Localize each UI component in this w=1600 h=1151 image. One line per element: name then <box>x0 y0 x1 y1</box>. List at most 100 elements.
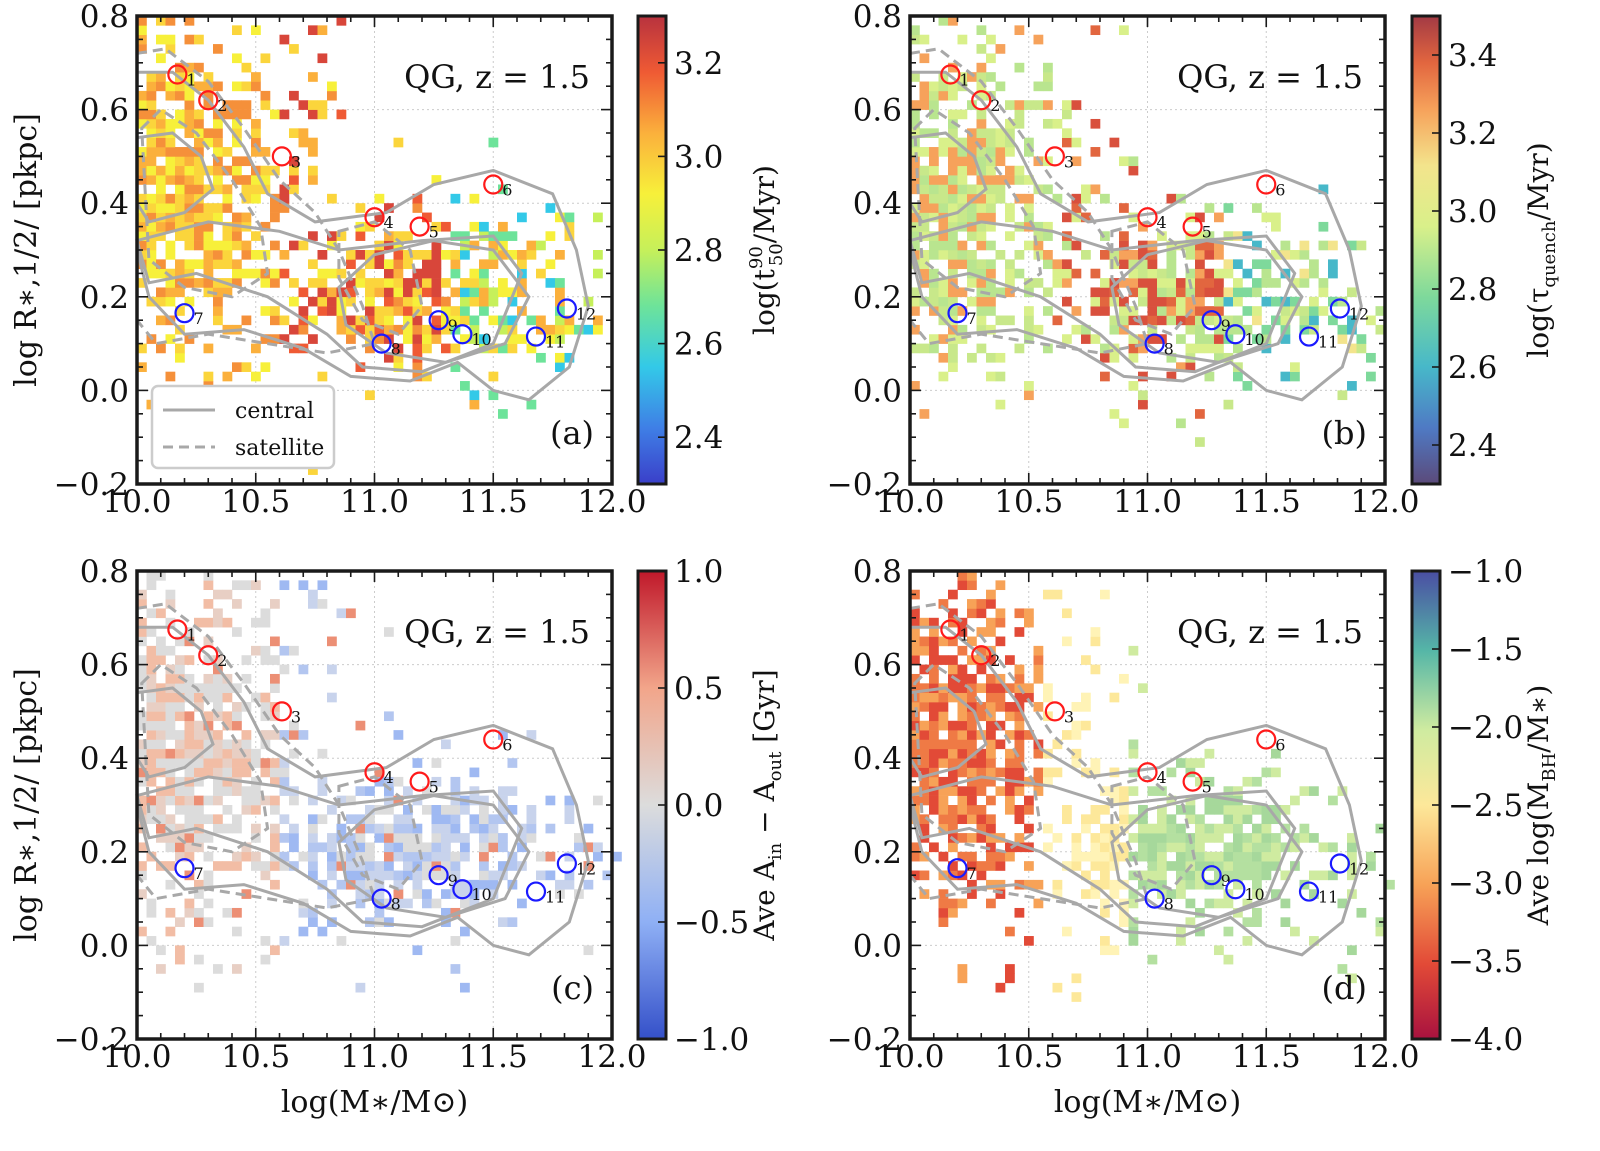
y-tick-label: 0.0 <box>80 928 129 964</box>
y-tick-label: 0.8 <box>80 554 129 590</box>
heatmap-bin <box>431 287 442 298</box>
heatmap-bin <box>1299 833 1310 843</box>
heatmap-bin <box>1185 250 1196 260</box>
heatmap-bin <box>910 287 920 298</box>
heatmap-bin <box>593 842 603 853</box>
heatmap-bin <box>995 81 1006 92</box>
heatmap-bin <box>967 730 977 740</box>
heatmap-bin <box>1195 287 1205 298</box>
heatmap-bin <box>327 193 337 204</box>
heatmap-bin <box>146 203 157 213</box>
heatmap-bin <box>327 636 337 647</box>
heatmap-bin <box>555 362 565 372</box>
heatmap-bin <box>422 786 432 796</box>
heatmap-bin <box>1309 870 1319 881</box>
heatmap-bin <box>1147 278 1158 288</box>
heatmap-bin <box>1119 823 1129 834</box>
heatmap-bin <box>1157 879 1167 890</box>
heatmap-bin <box>279 851 290 862</box>
heatmap-bin <box>431 175 442 185</box>
marker-7 <box>174 858 195 879</box>
heatmap-bin <box>270 879 280 890</box>
heatmap-bin <box>213 306 223 316</box>
heatmap-bin <box>355 861 366 871</box>
heatmap-bin <box>241 730 252 740</box>
heatmap-bin <box>1043 287 1053 298</box>
heatmap-bin <box>137 212 147 223</box>
heatmap-bin <box>1204 851 1215 862</box>
heatmap-bin <box>919 212 930 223</box>
heatmap-bin <box>948 62 958 73</box>
heatmap-bin <box>1176 870 1186 881</box>
heatmap-bin <box>184 795 195 806</box>
heatmap-bin <box>919 343 930 354</box>
heatmap-bin <box>986 193 996 204</box>
heatmap-bin <box>1223 842 1234 853</box>
heatmap-bin <box>526 315 537 326</box>
heatmap-bin <box>1223 823 1234 834</box>
heatmap-bin <box>327 90 337 101</box>
heatmap-bin <box>986 184 996 195</box>
heatmap-bin <box>213 44 223 54</box>
heatmap-bin <box>393 231 404 241</box>
heatmap-bin <box>260 692 271 703</box>
y-tick-label: 0.8 <box>853 0 902 35</box>
heatmap-bin <box>184 748 195 759</box>
heatmap-bin <box>156 711 166 722</box>
heatmap-bin <box>967 193 977 204</box>
heatmap-bin <box>1318 306 1329 316</box>
heatmap-bin <box>910 617 920 628</box>
heatmap-bin <box>241 100 252 110</box>
heatmap-bin <box>184 296 195 307</box>
heatmap-bin <box>194 156 204 167</box>
heatmap-bin <box>1223 296 1234 307</box>
heatmap-bin <box>431 833 442 843</box>
heatmap-bin <box>1166 250 1177 260</box>
heatmap-bin <box>308 599 318 609</box>
heatmap-bin <box>336 16 347 26</box>
heatmap-bin <box>384 268 394 279</box>
marker-label-10: 10 <box>1244 885 1264 904</box>
heatmap-bin <box>1005 758 1015 768</box>
heatmap-bin <box>203 231 214 241</box>
heatmap-bin <box>450 315 461 326</box>
heatmap-bin <box>488 833 499 843</box>
x-tick-label: 12.0 <box>1350 484 1419 520</box>
heatmap-bin <box>1090 287 1101 298</box>
heatmap-bin <box>948 16 958 26</box>
heatmap-bin <box>156 805 166 815</box>
heatmap-bin <box>165 240 176 251</box>
heatmap-bin <box>270 833 280 843</box>
heatmap-bin <box>967 776 977 787</box>
heatmap-bin <box>948 147 958 157</box>
contour-central-inner-2 <box>337 794 531 919</box>
heatmap-bin <box>251 175 261 185</box>
heatmap-bin <box>919 795 930 806</box>
heatmap-bin <box>1062 128 1072 138</box>
heatmap-bin <box>317 25 328 36</box>
heatmap-bin <box>431 805 442 815</box>
heatmap-bin <box>1090 758 1101 768</box>
heatmap-bin <box>365 259 375 270</box>
heatmap-bin <box>194 212 204 223</box>
heatmap-bin <box>929 673 939 684</box>
heatmap-bin <box>1005 702 1015 712</box>
heatmap-bin <box>165 907 176 918</box>
heatmap-bin <box>976 72 987 82</box>
heatmap-bin <box>957 814 968 825</box>
heatmap-bin <box>1157 278 1167 288</box>
heatmap-bin <box>365 306 375 316</box>
heatmap-bin <box>241 842 252 853</box>
heatmap-bin <box>507 917 518 927</box>
heatmap-bin <box>1185 343 1196 354</box>
heatmap-bin <box>929 655 939 665</box>
heatmap-bin <box>213 203 223 213</box>
heatmap-bin <box>919 259 930 270</box>
heatmap-bin <box>289 343 299 354</box>
heatmap-bin <box>1062 259 1072 270</box>
marker-1 <box>940 64 961 85</box>
heatmap-bin <box>213 683 223 693</box>
heatmap-bin <box>441 315 451 326</box>
heatmap-bin <box>184 673 195 684</box>
heatmap-bin <box>279 645 290 656</box>
